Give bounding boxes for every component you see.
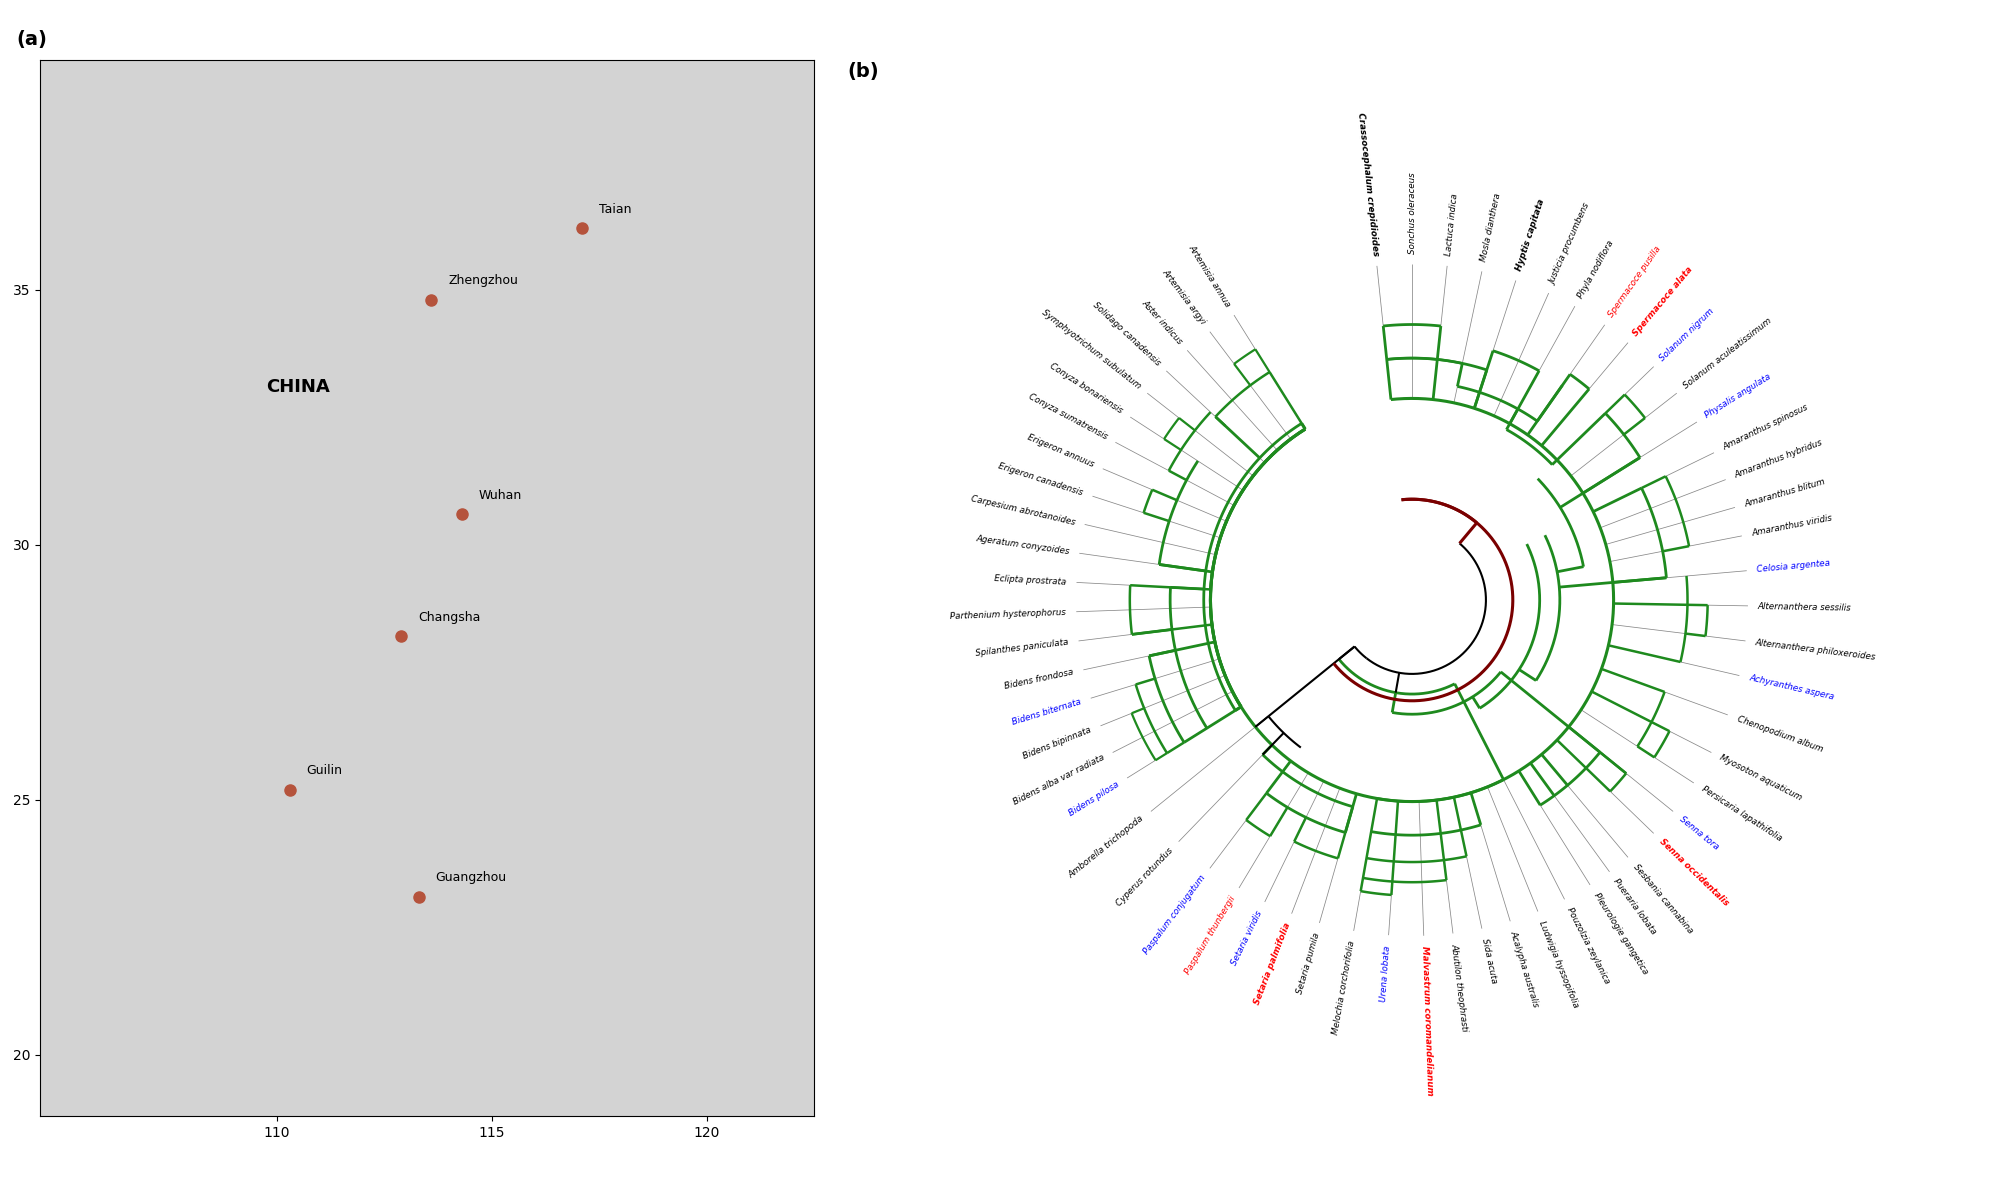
Text: Carpesium abrotanoides: Carpesium abrotanoides xyxy=(969,493,1075,527)
Text: Wuhan: Wuhan xyxy=(478,488,523,502)
Text: Bidens alba var radiata: Bidens alba var radiata xyxy=(1011,754,1106,808)
Text: Sonchus oleraceus: Sonchus oleraceus xyxy=(1407,173,1417,254)
Text: Amborella trichopoda: Amborella trichopoda xyxy=(1067,815,1146,881)
Text: Ludwigia hyssopifolia: Ludwigia hyssopifolia xyxy=(1538,919,1580,1009)
Text: Solidago canadensis: Solidago canadensis xyxy=(1091,300,1162,367)
Text: Persicaria lapathifolia: Persicaria lapathifolia xyxy=(1700,785,1783,844)
Text: Bidens frondosa: Bidens frondosa xyxy=(1003,667,1075,691)
Text: Mosla dianthera: Mosla dianthera xyxy=(1479,192,1503,263)
Text: Melochia corchorifolia: Melochia corchorifolia xyxy=(1331,940,1357,1036)
Text: Alternanthera philoxeroides: Alternanthera philoxeroides xyxy=(1755,637,1877,661)
Text: Bidens biternata: Bidens biternata xyxy=(1011,697,1083,726)
Text: Sida acuta: Sida acuta xyxy=(1479,937,1497,984)
Text: Pueraria lobata: Pueraria lobata xyxy=(1612,877,1658,936)
Text: Zhengzhou: Zhengzhou xyxy=(448,275,519,288)
Text: Amaranthus blitum: Amaranthus blitum xyxy=(1743,478,1827,509)
Text: Setaria pumila: Setaria pumila xyxy=(1294,931,1321,995)
Text: Parthenium hysterophorus: Parthenium hysterophorus xyxy=(951,607,1067,620)
Text: Bidens bipinnata: Bidens bipinnata xyxy=(1021,726,1093,761)
Text: Physalis angulata: Physalis angulata xyxy=(1702,372,1773,420)
Text: Amaranthus hybridus: Amaranthus hybridus xyxy=(1733,438,1825,480)
Text: (b): (b) xyxy=(848,62,878,82)
Text: Hyptis capitata: Hyptis capitata xyxy=(1516,198,1546,272)
Text: Lactuca indica: Lactuca indica xyxy=(1443,193,1459,257)
Text: Pleurologie gangetica: Pleurologie gangetica xyxy=(1592,892,1650,976)
Text: Senna occidentalis: Senna occidentalis xyxy=(1658,838,1731,908)
Text: Conyza bonariensis: Conyza bonariensis xyxy=(1047,361,1124,415)
Text: Acalypha australis: Acalypha australis xyxy=(1510,930,1542,1008)
Text: Phyla nodiflora: Phyla nodiflora xyxy=(1576,239,1616,300)
Text: Urena lobata: Urena lobata xyxy=(1379,944,1393,1002)
Text: Symphyotrichum subulatum: Symphyotrichum subulatum xyxy=(1039,307,1142,390)
Text: Artemisia argyi: Artemisia argyi xyxy=(1160,268,1208,326)
Text: Paspalum thunbergii: Paspalum thunbergii xyxy=(1184,894,1238,976)
Text: Spermacoce pusilla: Spermacoce pusilla xyxy=(1606,245,1662,319)
Text: Crassocephalum crepidioides: Crassocephalum crepidioides xyxy=(1357,112,1381,257)
Text: Alternanthera sessilis: Alternanthera sessilis xyxy=(1759,601,1851,612)
Text: Eclipta prostrata: Eclipta prostrata xyxy=(995,574,1067,587)
Text: Senna tora: Senna tora xyxy=(1678,815,1721,851)
Text: Abutilon theophrasti: Abutilon theophrasti xyxy=(1449,943,1469,1032)
Text: Taian: Taian xyxy=(599,203,631,216)
Text: Erigeron annuus: Erigeron annuus xyxy=(1025,433,1095,469)
Text: Ageratum conyzoides: Ageratum conyzoides xyxy=(975,534,1069,557)
Text: Spilanthes paniculata: Spilanthes paniculata xyxy=(975,637,1069,658)
Text: Artemisia annua: Artemisia annua xyxy=(1188,244,1232,308)
Text: Erigeron canadensis: Erigeron canadensis xyxy=(997,462,1083,497)
Text: Spermacoce alata: Spermacoce alata xyxy=(1630,265,1694,338)
Text: Malvastrum coromandelianum: Malvastrum coromandelianum xyxy=(1419,946,1433,1096)
Text: Setaria palmifolia: Setaria palmifolia xyxy=(1252,922,1292,1006)
Text: (a): (a) xyxy=(16,30,46,49)
Text: Amaranthus viridis: Amaranthus viridis xyxy=(1751,514,1833,539)
Text: Achyranthes aspera: Achyranthes aspera xyxy=(1749,673,1835,702)
Text: Aster indicus: Aster indicus xyxy=(1140,298,1184,346)
Text: Setaria viridis: Setaria viridis xyxy=(1230,910,1264,966)
Text: Guangzhou: Guangzhou xyxy=(436,871,507,884)
Text: Changsha: Changsha xyxy=(418,611,480,624)
Text: Myosoton aquaticum: Myosoton aquaticum xyxy=(1719,754,1803,803)
Text: Celosia argentea: Celosia argentea xyxy=(1757,559,1831,575)
Text: Justicia procumbens: Justicia procumbens xyxy=(1548,202,1592,286)
Text: Guilin: Guilin xyxy=(308,764,344,778)
Text: Pouzolzia zeylanica: Pouzolzia zeylanica xyxy=(1566,906,1612,985)
Text: Solanum aculeatissimum: Solanum aculeatissimum xyxy=(1682,316,1773,390)
Text: Paspalum conjugatum: Paspalum conjugatum xyxy=(1142,874,1208,956)
Text: Amaranthus spinosus: Amaranthus spinosus xyxy=(1721,403,1809,452)
Text: Conyza sumatrensis: Conyza sumatrensis xyxy=(1027,392,1110,442)
Text: CHINA: CHINA xyxy=(265,378,330,396)
Text: Sesbania cannabina: Sesbania cannabina xyxy=(1630,862,1694,935)
Text: Cyperus rotundus: Cyperus rotundus xyxy=(1116,846,1176,907)
Text: Chenopodium album: Chenopodium album xyxy=(1737,714,1823,754)
Text: Solanum nigrum: Solanum nigrum xyxy=(1658,306,1717,362)
Text: Bidens pilosa: Bidens pilosa xyxy=(1067,780,1122,817)
